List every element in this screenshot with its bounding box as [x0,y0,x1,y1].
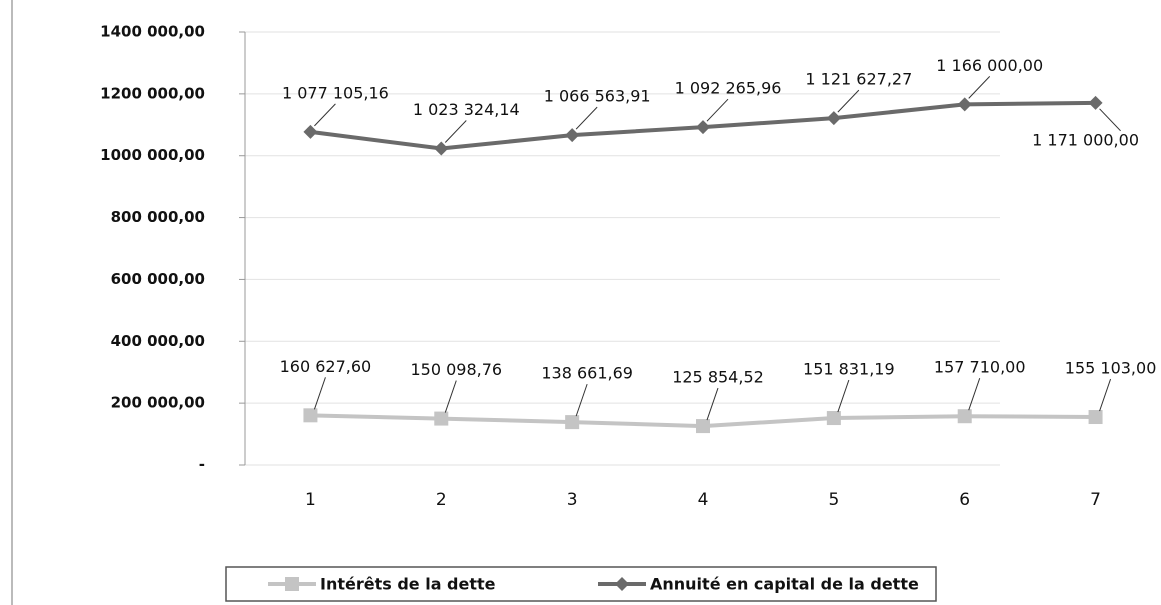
data-label: 1 171 000,00 [1032,130,1139,149]
marker [696,419,710,434]
marker [826,411,841,426]
legend-label: Annuité en capital de la dette [650,575,919,594]
x-tick-label: 3 [567,490,578,510]
legend-box [225,566,937,602]
leader-line [444,120,467,143]
leader-line [706,387,719,421]
marker [434,411,449,426]
data-label: 138 661,69 [541,364,633,383]
leader-line [1099,378,1112,412]
y-tick-label: 600 000,00 [111,270,205,288]
data-label: 157 710,00 [934,358,1026,377]
x-tick-label: 1 [305,490,316,510]
data-label: 160 627,60 [280,357,372,376]
marker [303,124,318,139]
data-label: 1 077 105,16 [282,83,389,102]
leader-line [575,106,598,130]
data-label: 125 854,52 [672,368,764,387]
data-label: 150 098,76 [410,360,502,379]
y-tick-label: 1400 000,00 [100,23,205,41]
marker [565,128,580,143]
marker [303,408,318,423]
leader-line [837,89,860,113]
marker [696,120,710,135]
x-tick-label: 7 [1090,490,1101,510]
leader-line [837,379,850,413]
y-tick-label: 200 000,00 [111,394,205,412]
y-tick-label: 1200 000,00 [100,84,205,102]
data-label: 151 831,19 [803,360,895,379]
leader-line [313,377,326,410]
marker [957,409,972,424]
data-label: 1 166 000,00 [936,56,1043,75]
data-label: 1 092 265,96 [675,79,782,98]
marker [285,577,299,591]
y-tick-label: - [199,456,205,474]
x-tick-label: 5 [828,490,839,510]
marker [957,97,972,112]
marker [1088,95,1103,110]
marker [826,111,841,126]
y-tick-label: 1000 000,00 [100,146,205,164]
leader-line [706,98,729,122]
x-tick-label: 6 [959,490,970,510]
x-tick-label: 2 [436,490,447,510]
y-tick-label: 800 000,00 [111,208,205,226]
leader-line [575,383,588,417]
data-label: 1 121 627,27 [805,70,912,89]
leader-line [968,76,991,99]
marker [615,577,629,591]
x-tick-label: 4 [698,490,709,510]
marker [434,141,449,156]
leader-line [314,103,336,127]
marker [565,415,580,430]
marker [1088,410,1103,425]
data-label: 1 023 324,14 [413,100,520,119]
leader-line [1099,108,1121,132]
y-tick-label: 400 000,00 [111,332,205,350]
legend-label: Intérêts de la dette [320,575,496,594]
data-label: 1 066 563,91 [544,87,651,106]
leader-line [968,378,981,411]
data-label: 155 103,00 [1065,359,1157,378]
leader-line [444,380,457,413]
